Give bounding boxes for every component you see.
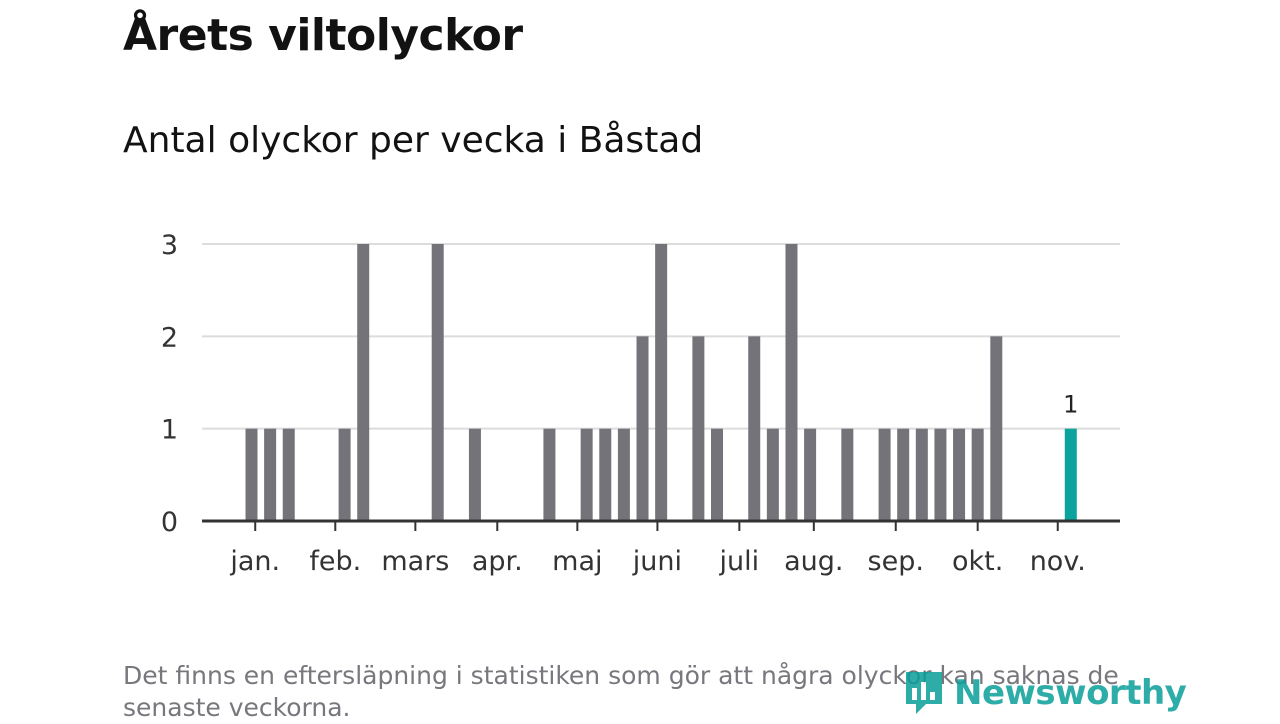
bar <box>934 428 947 521</box>
bar <box>897 428 910 521</box>
y-tick-label: 2 <box>161 322 178 353</box>
x-tick-label: sep. <box>868 546 924 577</box>
highlighted-bar <box>1064 428 1077 521</box>
bar <box>357 244 370 521</box>
bar <box>282 428 295 521</box>
logo-text: Newsworthy <box>954 673 1187 713</box>
bar <box>971 428 984 521</box>
bar <box>655 244 668 521</box>
data-label: 1 <box>1063 391 1078 419</box>
bar <box>748 336 761 521</box>
bar <box>636 336 649 521</box>
bar <box>766 428 779 521</box>
bar <box>878 428 891 521</box>
chart-title: Årets viltolyckor <box>123 10 523 61</box>
x-tick-label: okt. <box>952 546 1003 577</box>
x-tick-label: juni <box>632 546 682 577</box>
bar <box>431 244 444 521</box>
bar <box>711 428 723 521</box>
bar <box>915 428 928 521</box>
bar <box>785 244 798 521</box>
chart-subtitle: Antal olyckor per vecka i Båstad <box>123 120 704 161</box>
bar <box>580 428 593 521</box>
newsworthy-logo[interactable]: Newsworthy <box>902 668 1187 718</box>
bar <box>692 336 705 521</box>
y-tick-label: 1 <box>161 415 178 446</box>
bar <box>245 428 258 521</box>
bar <box>617 428 630 521</box>
bar <box>990 336 1003 521</box>
x-tick-label: maj <box>552 546 602 577</box>
x-tick-label: nov. <box>1030 546 1086 577</box>
x-tick-label: jan. <box>229 546 280 577</box>
bar <box>599 428 612 521</box>
bar <box>804 428 817 521</box>
x-tick-label: apr. <box>472 546 523 577</box>
bar <box>543 428 556 521</box>
x-tick-label: aug. <box>784 546 843 577</box>
y-tick-label: 3 <box>161 230 178 261</box>
bar-chart: 0 1 2 3 1 jan. feb. mars apr. maj juni juli aug. sep.… <box>161 230 1120 577</box>
newsworthy-logo-icon <box>906 672 942 714</box>
bar <box>953 428 966 521</box>
bar <box>264 428 277 521</box>
bar <box>468 428 481 521</box>
x-tick-label: feb. <box>309 546 361 577</box>
footnote: Det finns en eftersläpning i statistiken… <box>123 661 1119 722</box>
x-tick-label: juli <box>719 546 760 577</box>
bar <box>338 428 351 521</box>
bar <box>841 428 854 521</box>
x-tick-label: mars <box>381 546 449 577</box>
y-tick-label: 0 <box>161 507 178 538</box>
